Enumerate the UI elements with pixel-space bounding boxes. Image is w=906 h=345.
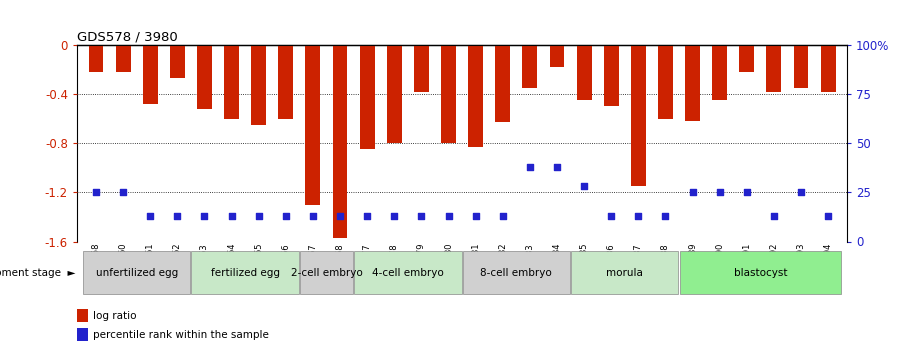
Bar (333, 45, 348, 238)
Bar (821, 45, 835, 91)
Bar (77, 309, 88, 322)
Point (821, 213, 835, 219)
Bar (89, 45, 103, 72)
Point (305, 213, 320, 219)
Bar (463, 251, 570, 294)
Point (766, 213, 781, 219)
Text: fertilized egg: fertilized egg (210, 268, 280, 277)
Bar (83, 251, 190, 294)
Bar (300, 251, 353, 294)
Point (278, 213, 293, 219)
Bar (197, 45, 212, 109)
Bar (278, 45, 294, 119)
Bar (603, 45, 619, 106)
Bar (251, 45, 266, 125)
Bar (658, 45, 673, 119)
Bar (550, 45, 564, 67)
Point (577, 184, 592, 189)
Bar (305, 45, 321, 205)
Bar (360, 45, 374, 149)
Point (496, 213, 510, 219)
Bar (680, 251, 841, 294)
Point (685, 190, 699, 195)
Bar (576, 45, 592, 100)
Text: development stage  ►: development stage ► (0, 268, 75, 277)
Point (198, 213, 212, 219)
Bar (77, 328, 88, 341)
Point (360, 213, 374, 219)
Text: 2-cell embryo: 2-cell embryo (291, 268, 362, 277)
Point (116, 190, 130, 195)
Bar (116, 45, 130, 72)
Bar (523, 45, 537, 88)
Point (794, 190, 808, 195)
Bar (712, 45, 728, 100)
Point (550, 164, 564, 169)
Point (89, 190, 103, 195)
Bar (631, 45, 646, 186)
Point (523, 164, 537, 169)
Point (739, 190, 754, 195)
Point (441, 213, 456, 219)
Point (225, 213, 239, 219)
Text: morula: morula (606, 268, 643, 277)
Point (468, 213, 483, 219)
Bar (794, 45, 808, 88)
Point (252, 213, 266, 219)
Text: GDS578 / 3980: GDS578 / 3980 (77, 31, 178, 44)
Bar (685, 45, 700, 121)
Bar (354, 251, 461, 294)
Text: percentile rank within the sample: percentile rank within the sample (93, 330, 269, 340)
Bar (441, 45, 456, 143)
Bar (143, 45, 158, 104)
Bar (571, 251, 679, 294)
Bar (170, 45, 185, 78)
Bar (414, 45, 429, 91)
Point (712, 190, 727, 195)
Bar (496, 45, 510, 122)
Bar (387, 45, 401, 143)
Point (604, 213, 619, 219)
Point (387, 213, 401, 219)
Point (414, 213, 429, 219)
Point (143, 213, 158, 219)
Point (631, 213, 646, 219)
Point (658, 213, 672, 219)
Text: 8-cell embryo: 8-cell embryo (480, 268, 552, 277)
Bar (739, 45, 754, 72)
Text: log ratio: log ratio (93, 311, 137, 321)
Bar (766, 45, 781, 91)
Point (333, 213, 347, 219)
Text: unfertilized egg: unfertilized egg (95, 268, 178, 277)
Bar (468, 45, 483, 147)
Bar (224, 45, 239, 119)
Point (170, 213, 185, 219)
Bar (191, 251, 299, 294)
Text: blastocyst: blastocyst (734, 268, 787, 277)
Text: 4-cell embryo: 4-cell embryo (372, 268, 444, 277)
